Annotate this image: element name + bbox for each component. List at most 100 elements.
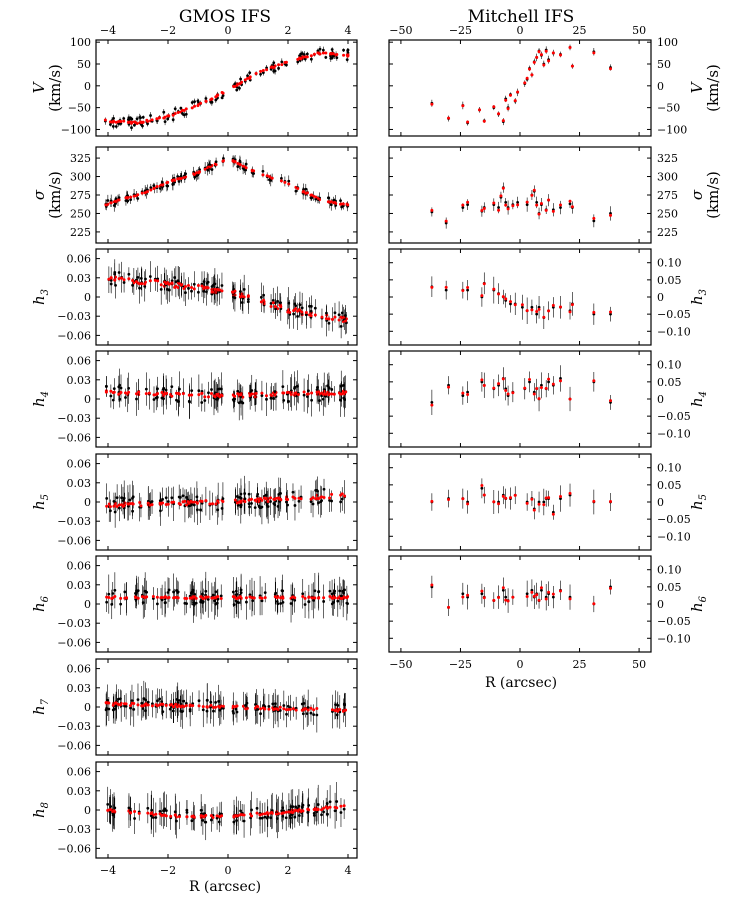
- data-point: [130, 699, 134, 703]
- data-point: [135, 589, 139, 593]
- model-point: [330, 708, 334, 712]
- model-point: [213, 395, 217, 399]
- model-point: [492, 201, 496, 205]
- model-point: [547, 590, 551, 594]
- model-point: [547, 309, 551, 313]
- model-point: [322, 596, 326, 600]
- panel-frame: [388, 350, 652, 448]
- data-point: [234, 707, 238, 711]
- model-point: [314, 195, 318, 199]
- model-point: [259, 69, 263, 73]
- data-point: [324, 55, 328, 59]
- model-point: [283, 180, 287, 184]
- data-point: [161, 497, 164, 501]
- model-point: [106, 808, 110, 812]
- model-point: [480, 294, 484, 298]
- data-point: [342, 591, 345, 595]
- data-point: [530, 305, 534, 309]
- model-point: [239, 499, 243, 503]
- model-point: [233, 498, 237, 502]
- model-point: [266, 500, 270, 504]
- data-point: [166, 117, 170, 121]
- model-point: [317, 390, 321, 394]
- data-point: [143, 284, 147, 288]
- data-point: [535, 312, 539, 316]
- model-point: [260, 391, 264, 395]
- data-point: [340, 311, 344, 315]
- data-point: [175, 589, 178, 592]
- data-point: [190, 819, 194, 823]
- data-point: [141, 115, 145, 119]
- model-point: [310, 193, 314, 197]
- data-point: [204, 589, 208, 593]
- y-tick-label: 0.05: [657, 479, 682, 492]
- model-point: [122, 278, 126, 282]
- data-point: [300, 805, 304, 809]
- data-point: [190, 389, 194, 393]
- model-point: [111, 703, 115, 707]
- model-point: [336, 709, 340, 713]
- model-point: [140, 282, 144, 286]
- panel-data: [430, 365, 613, 416]
- model-point: [307, 595, 311, 599]
- panel-data: [104, 680, 348, 733]
- model-point: [162, 116, 166, 120]
- model-point: [530, 193, 534, 197]
- data-point: [320, 813, 323, 817]
- model-point: [482, 383, 486, 387]
- model-point: [214, 705, 218, 709]
- model-point: [235, 704, 239, 708]
- data-point: [480, 592, 484, 596]
- model-point: [497, 502, 501, 506]
- model-point: [205, 705, 209, 709]
- model-point: [190, 106, 194, 110]
- data-point: [315, 713, 319, 717]
- data-point: [209, 818, 213, 822]
- panel-gmos_h4: −0.06 −0.03 0 0.03 0.06 h4: [30, 350, 358, 448]
- right-column-title: Mitchell IFS: [468, 7, 575, 27]
- model-point: [551, 209, 555, 213]
- model-point: [315, 707, 319, 711]
- data-point: [193, 100, 196, 104]
- model-point: [241, 164, 245, 168]
- model-point: [269, 496, 273, 500]
- data-point: [238, 86, 241, 90]
- data-point: [309, 711, 313, 715]
- data-point: [167, 288, 171, 292]
- model-point: [447, 385, 451, 389]
- data-point: [480, 486, 484, 490]
- data-point: [115, 496, 119, 500]
- model-point: [306, 708, 310, 712]
- data-point: [305, 712, 309, 716]
- data-point: [276, 299, 279, 303]
- x-tick-label: 0: [517, 658, 524, 671]
- panel-gmos_h3: −0.06 −0.03 0 0.03 0.06 h3: [30, 248, 358, 346]
- data-point: [151, 702, 154, 706]
- data-point: [273, 593, 277, 596]
- model-point: [513, 303, 517, 307]
- model-point: [122, 119, 126, 123]
- data-point: [219, 387, 223, 391]
- model-point: [113, 595, 117, 599]
- data-point: [173, 107, 177, 111]
- model-point: [537, 502, 541, 506]
- x-tick-label-top: 50: [632, 24, 646, 37]
- model-point: [214, 596, 218, 600]
- data-point: [242, 287, 246, 291]
- data-point: [149, 114, 152, 117]
- model-point: [118, 703, 122, 707]
- data-point: [256, 707, 260, 711]
- model-point: [544, 49, 548, 53]
- model-point: [461, 595, 465, 599]
- model-point: [183, 284, 187, 288]
- model-point: [254, 72, 258, 76]
- data-point: [173, 276, 177, 279]
- data-point: [132, 708, 136, 711]
- data-point: [504, 200, 508, 204]
- data-point: [166, 184, 170, 188]
- y-tick-label: −0.03: [57, 823, 91, 836]
- model-point: [504, 496, 508, 500]
- model-point: [210, 502, 214, 506]
- data-point: [214, 700, 217, 704]
- model-point: [525, 200, 529, 204]
